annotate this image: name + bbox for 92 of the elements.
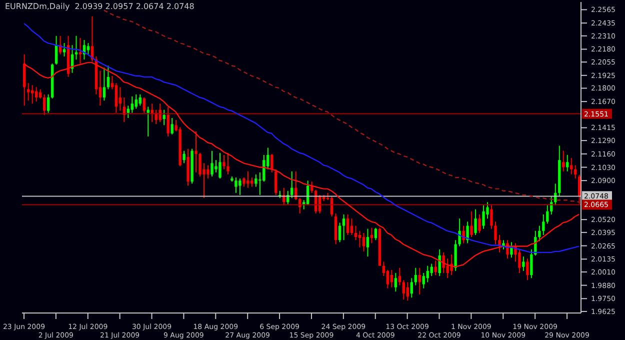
candlestick xyxy=(482,204,485,230)
candlestick xyxy=(526,258,529,281)
candlestick xyxy=(450,254,453,276)
candlestick xyxy=(78,37,82,64)
candlestick xyxy=(454,240,457,272)
candlestick xyxy=(374,227,378,241)
candlestick xyxy=(182,150,186,164)
candlestick xyxy=(410,278,413,298)
candlestick xyxy=(462,225,465,244)
candlestick xyxy=(242,177,246,188)
candlestick xyxy=(342,214,346,241)
candlestick xyxy=(362,232,366,252)
candlestick xyxy=(518,248,521,274)
candlestick xyxy=(334,212,338,245)
candlestick xyxy=(546,204,549,224)
candlestick xyxy=(222,154,226,170)
candlestick xyxy=(474,208,477,236)
candlestick xyxy=(366,228,370,258)
candlestick xyxy=(498,234,501,253)
candlestick xyxy=(386,269,390,289)
candlestick xyxy=(494,221,497,245)
candlestick xyxy=(218,152,222,180)
candlestick xyxy=(430,263,433,277)
candlestick xyxy=(458,218,461,247)
candlestick xyxy=(390,269,394,288)
candlestick xyxy=(478,214,481,234)
candlestick xyxy=(262,154,266,182)
candlestick xyxy=(490,204,493,230)
candlestick xyxy=(26,82,30,102)
candlestick xyxy=(566,154,569,172)
candlestick xyxy=(194,130,198,173)
candlestick xyxy=(126,105,130,118)
candlestick xyxy=(146,106,150,137)
candlestick xyxy=(394,272,398,292)
candlestick xyxy=(422,272,425,289)
candlestick xyxy=(226,152,230,175)
candlestick xyxy=(354,225,358,241)
candlestick xyxy=(246,170,250,188)
candlestick xyxy=(434,260,437,276)
candlestick xyxy=(234,177,238,194)
candlestick xyxy=(446,258,449,279)
candlestick xyxy=(338,222,342,243)
candlestick xyxy=(142,96,146,114)
candlestick xyxy=(538,225,541,242)
candlestick xyxy=(370,227,374,244)
candlestick xyxy=(30,84,34,104)
candlestick xyxy=(166,106,170,137)
candlestick xyxy=(358,230,362,248)
candlestick xyxy=(106,65,110,90)
candlestick xyxy=(402,280,406,300)
candlestick xyxy=(130,96,134,114)
candlestick xyxy=(562,150,565,172)
candlestick xyxy=(34,86,38,102)
candlestick xyxy=(470,210,473,238)
line-series xyxy=(103,10,580,203)
candlestick xyxy=(414,267,417,286)
candlestick xyxy=(38,88,42,99)
candlestick xyxy=(578,174,581,204)
candlestick xyxy=(46,94,50,114)
line-series xyxy=(23,22,580,254)
candlestick xyxy=(162,109,166,126)
candlestick xyxy=(170,117,174,135)
candlestick xyxy=(530,248,533,279)
candlestick xyxy=(542,214,545,236)
candlestick xyxy=(398,267,402,286)
candlestick xyxy=(210,150,214,177)
candlestick xyxy=(238,178,242,196)
candlestick xyxy=(426,265,429,283)
candlestick xyxy=(62,42,66,57)
candlestick xyxy=(102,67,106,102)
candlestick xyxy=(570,158,573,175)
candlestick xyxy=(466,221,469,244)
candlestick xyxy=(406,282,409,302)
candlestick xyxy=(274,168,278,196)
candlestick xyxy=(86,42,90,55)
candlestick xyxy=(250,177,254,188)
candlestick xyxy=(418,267,421,296)
candlestick xyxy=(114,82,118,114)
candlestick xyxy=(206,164,210,180)
chart-title: EURNZDm,Daily 2.0939 2.0957 2.0674 2.0748 xyxy=(5,2,194,11)
candlestick xyxy=(138,94,142,106)
candlestick xyxy=(346,214,350,236)
candlestick xyxy=(74,35,78,60)
candlestick xyxy=(198,152,202,177)
candlestick xyxy=(522,256,525,272)
candlestick xyxy=(254,174,258,188)
candlestick xyxy=(290,170,294,199)
candlestick xyxy=(134,94,138,110)
candlestick xyxy=(350,218,354,236)
candlestick xyxy=(42,94,46,116)
candlestick xyxy=(118,86,122,112)
candlestick xyxy=(574,164,577,180)
